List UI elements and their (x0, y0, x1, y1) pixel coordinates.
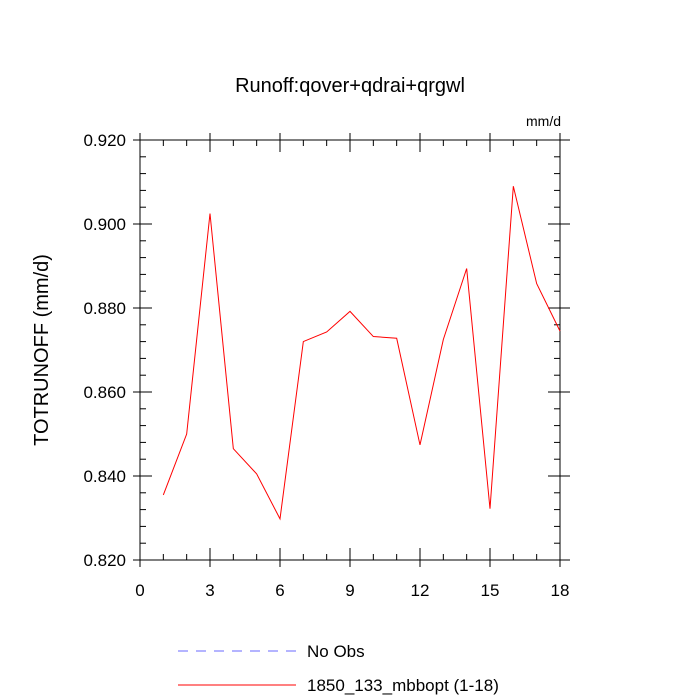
y-tick-label: 0.900 (83, 215, 126, 234)
x-tick-label: 0 (135, 581, 144, 600)
x-tick-label: 3 (205, 581, 214, 600)
y-tick-label: 0.880 (83, 299, 126, 318)
x-tick-label: 6 (275, 581, 284, 600)
chart-title: Runoff:qover+qdrai+qrgwl (235, 75, 465, 97)
x-tick-label: 12 (411, 581, 430, 600)
x-tick-label: 18 (551, 581, 570, 600)
series-line (162, 186, 561, 521)
y-tick-label: 0.820 (83, 551, 126, 570)
x-tick-label: 9 (345, 581, 354, 600)
plot-area (139, 139, 561, 561)
y-tick-label: 0.840 (83, 467, 126, 486)
units-label: mm/d (526, 113, 561, 129)
y-tick-label: 0.860 (83, 383, 126, 402)
x-tick-label: 15 (481, 581, 500, 600)
legend-label: No Obs (307, 642, 365, 661)
legend-label: 1850_133_mbbopt (1-18) (307, 676, 499, 695)
series-layer (162, 186, 561, 521)
axes: 0 3 6 9 12 15 18 0.820 0.840 0.860 0.880 0.900 0.920 (83, 131, 570, 600)
y-axis-label: TOTRUNOFF (mm/d) (31, 254, 53, 446)
plot-frame (139, 139, 561, 561)
y-tick-label: 0.920 (83, 131, 126, 150)
legend: No Obs 1850_133_mbbopt (1-18) (178, 642, 499, 695)
